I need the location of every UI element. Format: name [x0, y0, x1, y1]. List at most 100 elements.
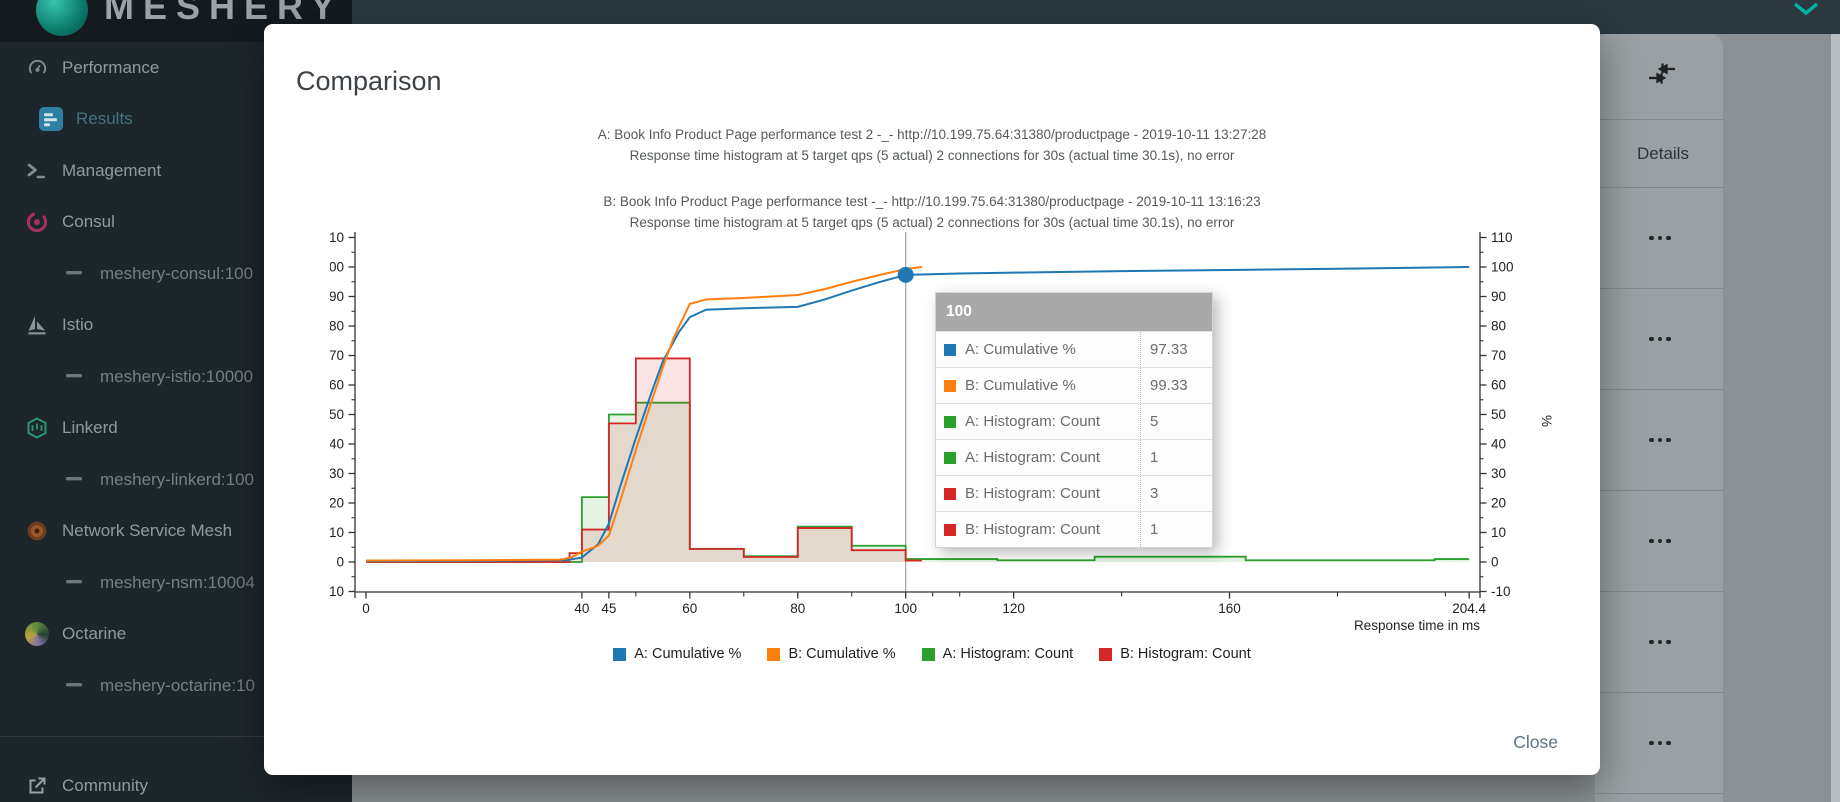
meshery-logo-icon [36, 0, 88, 36]
comparison-dialog: Comparison A: Book Info Product Page per… [264, 24, 1600, 775]
svg-text:60: 60 [330, 378, 344, 393]
dash-icon [62, 477, 88, 482]
results-table-panel: Details [1595, 34, 1723, 802]
sidebar-item-community[interactable]: Community [0, 760, 352, 802]
svg-text:110: 110 [1491, 230, 1513, 245]
svg-text:204.4: 204.4 [1452, 601, 1486, 616]
table-row [1595, 491, 1723, 592]
octarine-icon [24, 622, 50, 647]
tooltip-series-name: A: Histogram: Count [965, 449, 1101, 466]
legend-color-swatch [1099, 647, 1113, 661]
chart-legend: A: Cumulative % B: Cumulative % A: Histogr… [264, 646, 1600, 662]
tooltip-series-name: A: Histogram: Count [965, 413, 1101, 430]
sidebar-item-linkerd[interactable]: Linkerd [0, 403, 352, 455]
legend-color-swatch [613, 647, 627, 661]
svg-text:100: 100 [894, 601, 917, 616]
page-scrollbar[interactable] [1831, 34, 1840, 802]
table-row [1595, 188, 1723, 289]
svg-text:80: 80 [1491, 319, 1506, 334]
nsm-icon [24, 520, 50, 542]
legend-label: B: Histogram: Count [1120, 646, 1251, 662]
svg-text:40: 40 [574, 601, 589, 616]
table-row [1595, 390, 1723, 491]
chart-title-b: B: Book Info Product Page performance te… [603, 194, 1261, 209]
sidebar-item-meshery-octarine[interactable]: meshery-octarine:10 [0, 660, 352, 712]
close-button[interactable]: Close [1501, 724, 1570, 761]
more-horiz-icon[interactable] [1643, 226, 1677, 251]
legend-label: A: Histogram: Count [942, 646, 1074, 662]
tooltip-value: 3 [1140, 476, 1212, 511]
legend-item[interactable]: A: Histogram: Count [921, 646, 1074, 662]
more-horiz-icon[interactable] [1643, 731, 1677, 756]
sidebar-item-label: Performance [62, 57, 160, 77]
tooltip-series-name: B: Histogram: Count [965, 521, 1101, 538]
dash-icon [62, 683, 88, 688]
tooltip-series-name: A: Cumulative % [965, 341, 1076, 358]
tooltip-value: 5 [1140, 404, 1212, 439]
svg-text:160: 160 [1218, 601, 1241, 616]
sidebar-item-nsm[interactable]: Network Service Mesh [0, 506, 352, 558]
sidebar-nav: Performance Results Management Consul mesher… [0, 42, 352, 712]
svg-text:20: 20 [1491, 496, 1506, 511]
gauge-icon [24, 56, 50, 79]
more-horiz-icon[interactable] [1643, 428, 1677, 453]
tooltip-value: 1 [1140, 512, 1212, 547]
sidebar-item-label: meshery-nsm:10004 [100, 572, 255, 592]
sidebar-item-management[interactable]: Management [0, 145, 352, 197]
tooltip-row: B: Histogram: Count 3 [936, 475, 1212, 511]
sidebar-footer: Community [0, 760, 352, 802]
sidebar-item-istio[interactable]: Istio [0, 300, 352, 352]
chart-subtitle-b: Response time histogram at 5 target qps … [629, 215, 1235, 230]
svg-text:0: 0 [362, 601, 370, 616]
legend-color-swatch [921, 647, 935, 661]
tooltip-series-name: B: Histogram: Count [965, 485, 1101, 502]
sidebar-item-label: Linkerd [62, 418, 118, 438]
svg-text:70: 70 [1491, 348, 1506, 363]
svg-text:50: 50 [1491, 407, 1506, 422]
sidebar-item-consul[interactable]: Consul [0, 197, 352, 249]
more-horiz-icon[interactable] [1643, 630, 1677, 655]
terminal-icon [24, 159, 50, 183]
svg-text:80: 80 [330, 319, 344, 334]
tooltip-row: A: Cumulative % 97.33 [936, 331, 1212, 367]
consul-icon [24, 211, 50, 233]
sidebar-item-meshery-linkerd[interactable]: meshery-linkerd:100 [0, 454, 352, 506]
legend-item[interactable]: B: Cumulative % [767, 646, 896, 662]
sidebar-item-meshery-consul[interactable]: meshery-consul:100 [0, 248, 352, 300]
svg-text:0: 0 [336, 555, 344, 570]
dialog-title: Comparison [296, 66, 442, 96]
sidebar-item-label: Octarine [62, 624, 127, 644]
svg-text:30: 30 [330, 466, 344, 481]
more-horiz-icon[interactable] [1643, 529, 1677, 554]
more-horiz-icon[interactable] [1643, 327, 1677, 352]
tooltip-title: 100 [936, 293, 1212, 331]
svg-text:90: 90 [1491, 289, 1506, 304]
svg-text:110: 110 [330, 230, 344, 245]
series-color-swatch [944, 379, 956, 392]
legend-item[interactable]: A: Cumulative % [613, 646, 741, 662]
svg-text:10: 10 [1491, 525, 1506, 540]
chevron-down-icon[interactable] [1792, 1, 1820, 22]
svg-text:30: 30 [1491, 466, 1506, 481]
comparison-chart: 0 40 45 60 80 100 120 160 204.4 Response time in … [321, 220, 1590, 640]
sidebar-item-meshery-istio[interactable]: meshery-istio:10000 [0, 351, 352, 403]
compress-arrows-icon[interactable] [1647, 60, 1677, 93]
sidebar-item-results[interactable]: Results [0, 94, 352, 146]
table-toolbar [1595, 34, 1723, 120]
tooltip-value: 97.33 [1140, 332, 1212, 367]
svg-text:%: % [1539, 415, 1554, 427]
sidebar-item-octarine[interactable]: Octarine [0, 609, 352, 661]
meshery-wordmark: MESHERY [104, 0, 344, 27]
sidebar-item-label: Istio [62, 315, 94, 335]
legend-item[interactable]: B: Histogram: Count [1099, 646, 1251, 662]
bar-chart-icon [38, 107, 64, 132]
sidebar-item-meshery-nsm[interactable]: meshery-nsm:10004 [0, 557, 352, 609]
legend-label: B: Cumulative % [788, 646, 896, 662]
linkerd-icon [24, 417, 50, 439]
tooltip-row: B: Cumulative % 99.33 [936, 367, 1212, 403]
sidebar-item-performance[interactable]: Performance [0, 42, 352, 94]
series-color-swatch [944, 487, 956, 500]
table-row [1595, 289, 1723, 390]
chart-tooltip: 100 A: Cumulative % 97.33 B: Cumulative % 9… [935, 292, 1213, 548]
